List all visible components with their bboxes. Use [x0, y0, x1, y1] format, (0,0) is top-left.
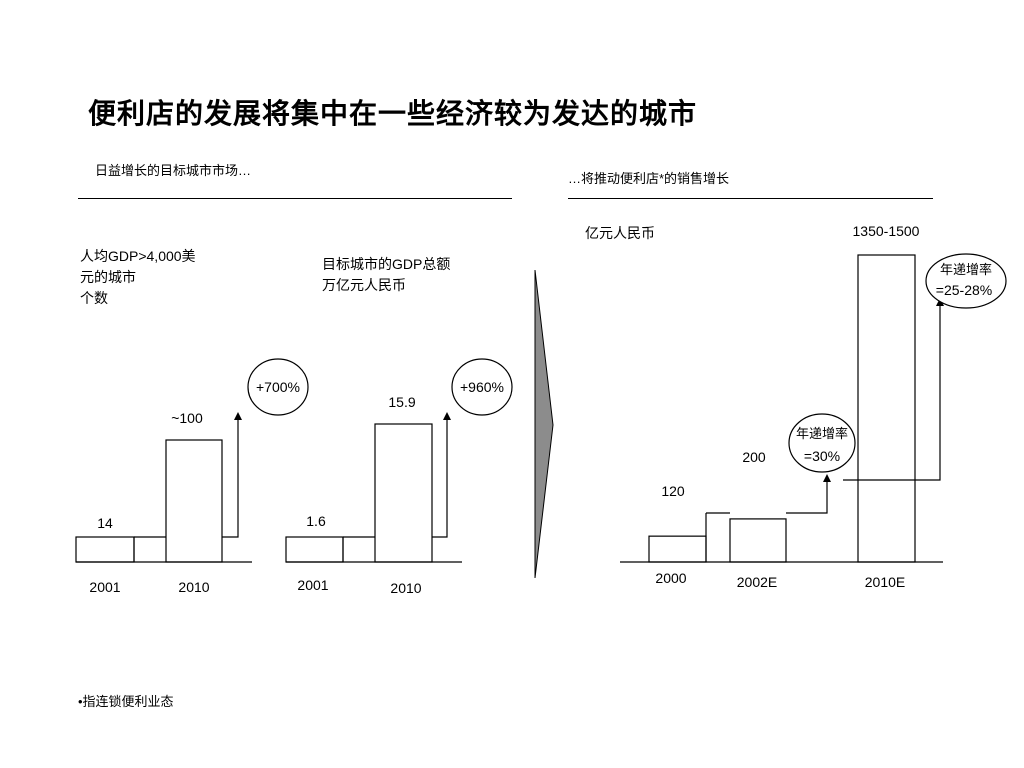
chart3-growth-label: =30% [804, 448, 840, 464]
transition-chevron [534, 269, 554, 579]
chart2-growth-label: +960% [460, 379, 504, 395]
right-divider [568, 198, 933, 199]
chart3-tick-label: 2010E [865, 574, 905, 590]
chart1-growth-ellipse [247, 358, 309, 416]
chart2: 1.6 15.9 2001 2010 +960% [285, 358, 513, 596]
chart3-ylabel: 亿元人民币 [585, 225, 655, 241]
chart3-value-label: 120 [661, 483, 685, 499]
chart1-bar [75, 536, 135, 563]
right-subtitle: …将推动便利店*的销售增长 [568, 171, 730, 186]
left-divider [78, 198, 512, 199]
chart3-growth-arrow [843, 298, 944, 481]
chart1-ylabel-line: 元的城市 [80, 269, 136, 285]
chart2-growth-ellipse [451, 358, 513, 416]
chart2-value-label: 15.9 [388, 394, 415, 410]
chart1-bar [165, 439, 223, 563]
chart1-ylabel-line: 个数 [80, 290, 108, 306]
chart2-growth-arrow [432, 412, 451, 538]
left-subtitle: 日益增长的目标城市市场… [95, 163, 252, 178]
chart1-growth-arrow [222, 412, 242, 538]
chart1-tick-label: 2001 [89, 579, 120, 595]
chart3-growth-label: 年递增率 [940, 262, 992, 277]
chart2-ylabel: 目标城市的GDP总额 万亿元人民币 [322, 254, 502, 296]
chart2-bar [374, 423, 433, 563]
chart1: 14 ~100 2001 2010 +700% [75, 358, 309, 595]
chart3-tick-label: 2002E [737, 574, 777, 590]
chart3-growth-ellipse [788, 413, 856, 473]
page-title: 便利店的发展将集中在一些经济较为发达的城市 [88, 98, 698, 129]
chart2-ylabel-line: 万亿元人民币 [322, 277, 406, 293]
chart2-tick-label: 2001 [297, 577, 328, 593]
chart3: 120 200 1350-1500 2000 2002E 2010E 年递增率 … [620, 223, 1007, 590]
chart3-growth-ellipse [925, 253, 1007, 309]
chart3-value-label: 1350-1500 [853, 223, 920, 239]
chart3-growth-arrow [786, 474, 831, 514]
chart1-tick-label: 2010 [178, 579, 209, 595]
chart3-growth-label: =25-28% [936, 282, 992, 298]
chart1-ylabel-line: 人均GDP>4,000美 [80, 248, 196, 264]
chart3-bar [857, 254, 916, 563]
chart1-ylabel: 人均GDP>4,000美 元的城市 个数 [80, 246, 240, 309]
chart3-growth-label: 年递增率 [796, 426, 848, 441]
chart2-bar [285, 536, 344, 563]
chart2-ylabel-line: 目标城市的GDP总额 [322, 256, 451, 272]
chart3-value-label: 200 [742, 449, 766, 465]
chart1-value-label: ~100 [171, 410, 203, 426]
chart3-bar [729, 518, 787, 563]
chart3-bar [648, 535, 707, 563]
chart1-growth-label: +700% [256, 379, 300, 395]
chart2-tick-label: 2010 [390, 580, 421, 596]
footnote: •指连锁便利业态 [78, 694, 174, 709]
chart1-value-label: 14 [97, 515, 113, 531]
chart3-tick-label: 2000 [655, 570, 686, 586]
chart2-value-label: 1.6 [306, 513, 326, 529]
